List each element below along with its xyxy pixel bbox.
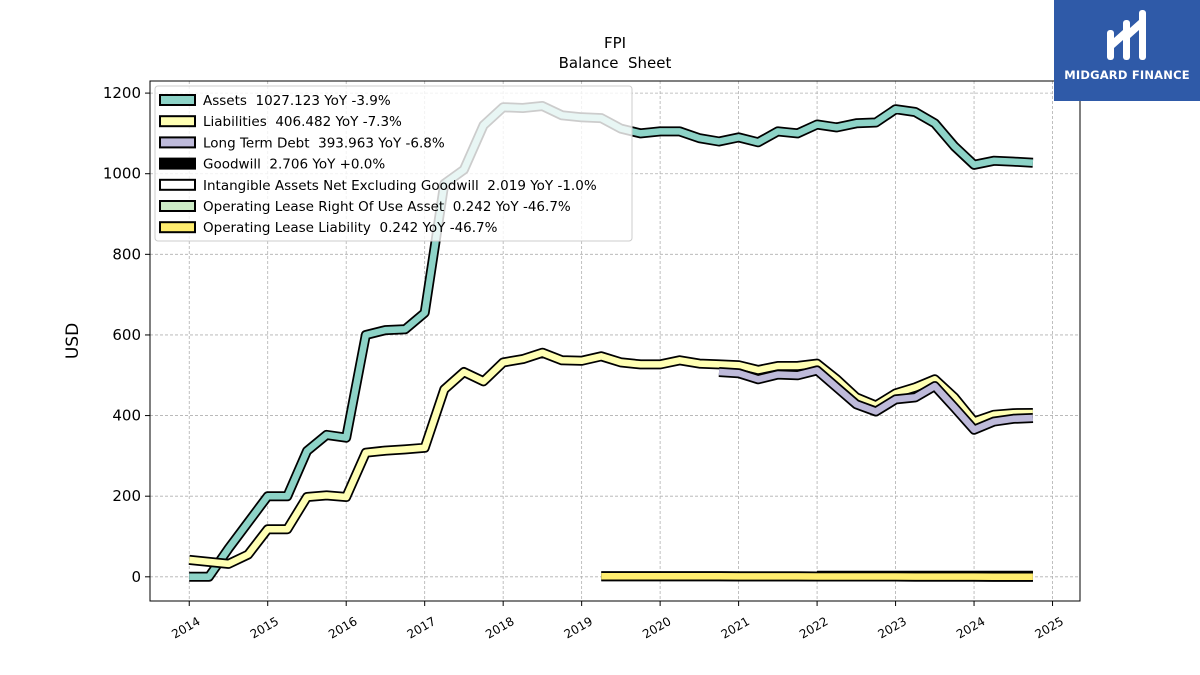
y-tick-label: 1000 [103,165,141,183]
y-axis-label: USD [63,323,83,359]
series-liabilities [188,347,1033,569]
x-tick-label: 2019 [562,614,595,641]
logo-text: MIDGARD FINANCE [1064,68,1190,82]
x-tick-label: 2025 [1033,614,1066,641]
series-line [188,349,1033,568]
x-tick-label: 2021 [719,614,752,641]
y-tick-label: 1200 [103,84,141,102]
x-tick-label: 2014 [169,614,202,641]
y-tick-label: 600 [112,326,141,344]
legend-label: Assets 1027.123 YoY -3.9% [203,93,391,109]
legend-label: Liabilities 406.482 YoY -7.3% [203,114,402,130]
y-tick-label: 800 [112,245,141,263]
legend-label: Long Term Debt 393.963 YoY -6.8% [203,135,445,151]
y-tick-label: 200 [112,487,141,505]
legend-swatch [159,200,196,212]
x-tick-label: 2023 [876,614,909,641]
legend-item: Long Term Debt 393.963 YoY -6.8% [159,135,445,151]
x-tick-label: 2024 [954,614,987,641]
logo-mark-icon [1107,10,1146,60]
plot-frame [149,80,1081,602]
x-tick-label: 2017 [405,614,438,641]
legend-swatch [159,115,196,128]
series-long-term-debt [718,365,1034,435]
legend-swatch [159,136,196,149]
legend-swatch [159,94,196,106]
legend-item: Operating Lease Right Of Use Asset 0.242… [159,199,571,215]
legend: Assets 1027.123 YoY -3.9% Liabilities 406… [154,85,633,242]
legend-item: Liabilities 406.482 YoY -7.3% [159,114,402,130]
legend-label: Operating Lease Liability 0.242 YoY -46.… [203,220,498,236]
series-outline [188,347,1033,569]
y-tick-label: 0 [131,568,141,586]
legend-swatch [159,221,196,234]
series-operating-lease-liability [601,571,1033,582]
legend-label: Goodwill 2.706 YoY +0.0% [203,157,385,173]
x-tick-label: 2020 [640,614,673,641]
legend-box [154,85,633,242]
legend-swatch [159,157,196,170]
chart-subtitle: Balance Sheet [559,54,672,72]
brand-logo: MIDGARD FINANCE [1054,0,1200,101]
legend-item: Operating Lease Liability 0.242 YoY -46.… [159,220,498,236]
legend-item: Intangible Assets Net Excluding Goodwill… [159,178,597,194]
legend-item: Goodwill 2.706 YoY +0.0% [159,157,385,173]
chart-title: FPI [604,34,626,52]
legend-item: Assets 1027.123 YoY -3.9% [159,93,391,109]
x-tick-label: 2022 [797,614,830,641]
series-line [718,367,1034,433]
legend-label: Operating Lease Right Of Use Asset 0.242… [203,199,571,215]
y-tick-label: 400 [112,407,141,425]
series-line [601,572,1033,580]
legend-swatch [159,178,196,191]
legend-label: Intangible Assets Net Excluding Goodwill… [203,178,597,194]
x-tick-label: 2015 [248,614,281,641]
x-tick-label: 2018 [483,614,516,641]
x-tick-label: 2016 [326,614,359,641]
